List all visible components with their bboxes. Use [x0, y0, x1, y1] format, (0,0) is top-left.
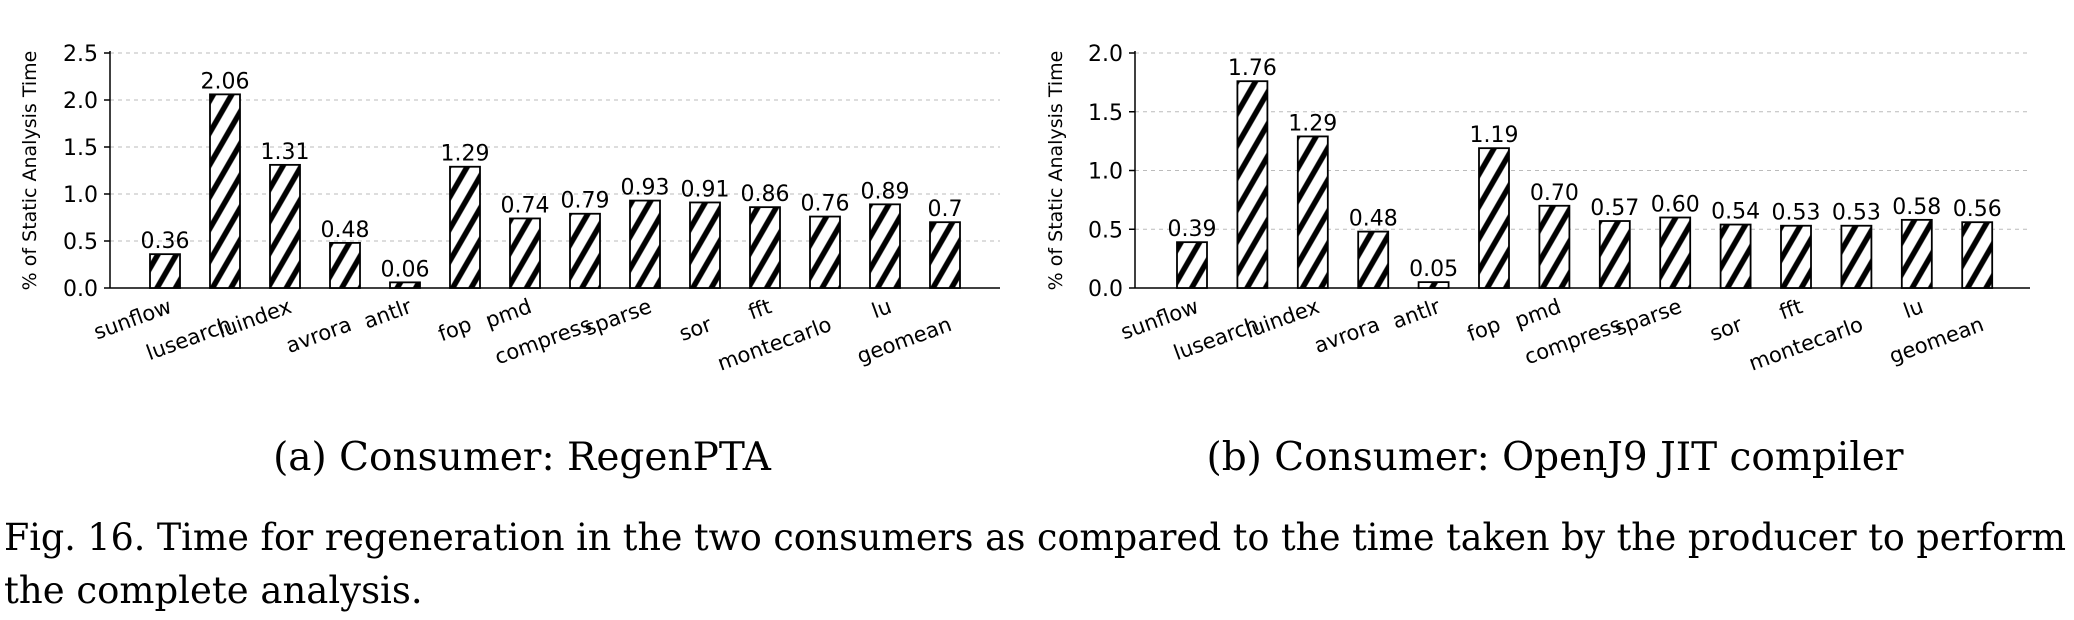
- figure-caption-line-1: Fig. 16. Time for regeneration in the tw…: [4, 516, 2066, 559]
- x-tick-label-sparse: sparse: [581, 294, 655, 340]
- x-tick-label-lu: lu: [1900, 294, 1926, 323]
- x-tick-label-avrora: avrora: [283, 312, 355, 358]
- x-tick-label-fop: fop: [435, 312, 475, 346]
- bar-antlr: [389, 281, 421, 289]
- bar-value-label: 0.39: [1168, 217, 1217, 242]
- bar-sor: [1719, 223, 1752, 289]
- bar-pmd: [1538, 204, 1571, 289]
- x-tick-label-antlr: antlr: [1389, 294, 1443, 333]
- x-tick-label-sor: sor: [676, 312, 715, 346]
- bar-value-label: 2.06: [201, 69, 250, 94]
- subcaption-a: (a) Consumer: RegenPTA: [273, 435, 772, 480]
- bar-value-label: 1.29: [1288, 111, 1337, 136]
- x-tick-label-avrora: avrora: [1311, 312, 1383, 358]
- bar-value-label: 0.48: [1349, 207, 1398, 232]
- x-tick-label-fft: fft: [745, 294, 775, 324]
- x-tick-label-geomean: geomean: [1886, 312, 1987, 368]
- x-tick-label-pmd: pmd: [482, 294, 534, 333]
- bar-compress: [1598, 220, 1631, 289]
- bar-value-label: 0.48: [321, 218, 370, 243]
- bar-sunflow: [1176, 241, 1208, 289]
- y-tick-label: 1.5: [1088, 101, 1123, 126]
- chart-openj9-jit: % of Static Analysis Time 0.0 0.5 1.0 1.5 2.0…: [1045, 42, 2030, 376]
- bar-fft: [749, 206, 781, 289]
- bar-value-label: 0.93: [621, 176, 670, 201]
- bar-value-label: 0.06: [381, 257, 430, 282]
- chart-regenpta: % of Static Analysis Time 0.0 0.5 1.0 1.5 2.0…: [19, 42, 1000, 376]
- y-axis-label: % of Static Analysis Time: [1045, 51, 1067, 291]
- x-tick-label-fop: fop: [1464, 312, 1504, 346]
- y-tick-label: 0.5: [1088, 218, 1123, 243]
- y-axis-label: % of Static Analysis Time: [19, 51, 41, 291]
- bar-fop: [1478, 147, 1510, 289]
- bar-lusearch: [1236, 80, 1269, 289]
- y-tick-label: 0.0: [1088, 277, 1123, 302]
- bar-value-label: 0.91: [681, 177, 730, 202]
- bar-value-label: 0.79: [561, 189, 610, 214]
- bar-value-label: 1.19: [1470, 123, 1519, 148]
- y-tick-label: 2.5: [63, 42, 98, 67]
- bar-value-label: 0.53: [1832, 201, 1881, 226]
- bar-montecarlo: [1840, 224, 1873, 289]
- subcaption-b: (b) Consumer: OpenJ9 JIT compiler: [1207, 435, 1904, 480]
- bar-value-label: 0.86: [741, 182, 790, 207]
- bar-pmd: [509, 217, 541, 289]
- y-tick-label: 2.0: [63, 89, 98, 114]
- bar-value-label: 0.56: [1953, 197, 2002, 222]
- x-tick-label-sparse: sparse: [1611, 294, 1685, 340]
- x-tick-label-sor: sor: [1707, 312, 1746, 346]
- bar-avrora: [1357, 230, 1390, 289]
- bar-value-label: 0.76: [801, 192, 850, 217]
- bar-value-label: 0.53: [1772, 201, 1821, 226]
- bar-value-label: 0.58: [1892, 195, 1941, 220]
- bar-sparse: [629, 199, 661, 289]
- bar-geomean: [929, 221, 961, 289]
- bar-fft: [1780, 224, 1812, 289]
- bar-antlr: [1417, 281, 1450, 289]
- y-tick-label: 2.0: [1088, 42, 1123, 67]
- bar-value-label: 0.74: [501, 193, 550, 218]
- bar-geomean: [1961, 221, 1994, 289]
- bar-value-label: 0.54: [1711, 200, 1760, 225]
- bar-value-label: 1.31: [261, 140, 310, 165]
- bar-value-label: 0.36: [141, 229, 190, 254]
- bar-value-label: 1.76: [1228, 56, 1277, 81]
- bar-avrora: [329, 241, 361, 289]
- bar-value-label: 0.70: [1530, 181, 1579, 206]
- bar-lu: [869, 203, 901, 289]
- bar-lusearch: [209, 93, 241, 289]
- x-tick-label-lu: lu: [869, 294, 895, 323]
- bar-compress: [569, 212, 601, 289]
- x-tick-label-montecarlo: montecarlo: [1746, 312, 1867, 375]
- bar-sor: [689, 201, 721, 289]
- y-tick-label: 0.5: [63, 230, 98, 255]
- x-tick-label-geomean: geomean: [854, 312, 955, 368]
- y-tick-label: 1.5: [63, 136, 98, 161]
- bar-value-label: 1.29: [441, 142, 490, 167]
- bar-value-label: 0.05: [1409, 257, 1458, 282]
- bar-value-label: 0.57: [1590, 196, 1639, 221]
- y-tick-label: 1.0: [1088, 160, 1123, 185]
- bar-luindex: [1296, 135, 1329, 289]
- bar-sunflow: [149, 253, 181, 289]
- bar-fop: [449, 165, 481, 289]
- bar-value-label: 0.60: [1651, 193, 1700, 218]
- bar-value-label: 0.89: [861, 179, 910, 204]
- x-tick-label-antlr: antlr: [361, 294, 415, 333]
- y-tick-label: 0.0: [63, 277, 98, 302]
- figure-caption-line-2: the complete analysis.: [4, 569, 423, 612]
- bar-luindex: [269, 163, 301, 289]
- bar-montecarlo: [809, 215, 841, 289]
- y-tick-label: 1.0: [63, 183, 98, 208]
- x-tick-label-pmd: pmd: [1512, 294, 1564, 333]
- x-tick-label-fft: fft: [1776, 294, 1806, 324]
- x-tick-label-montecarlo: montecarlo: [714, 312, 835, 375]
- bar-lu: [1900, 218, 1933, 289]
- bar-value-label: 0.7: [928, 197, 963, 222]
- bar-sparse: [1659, 216, 1692, 289]
